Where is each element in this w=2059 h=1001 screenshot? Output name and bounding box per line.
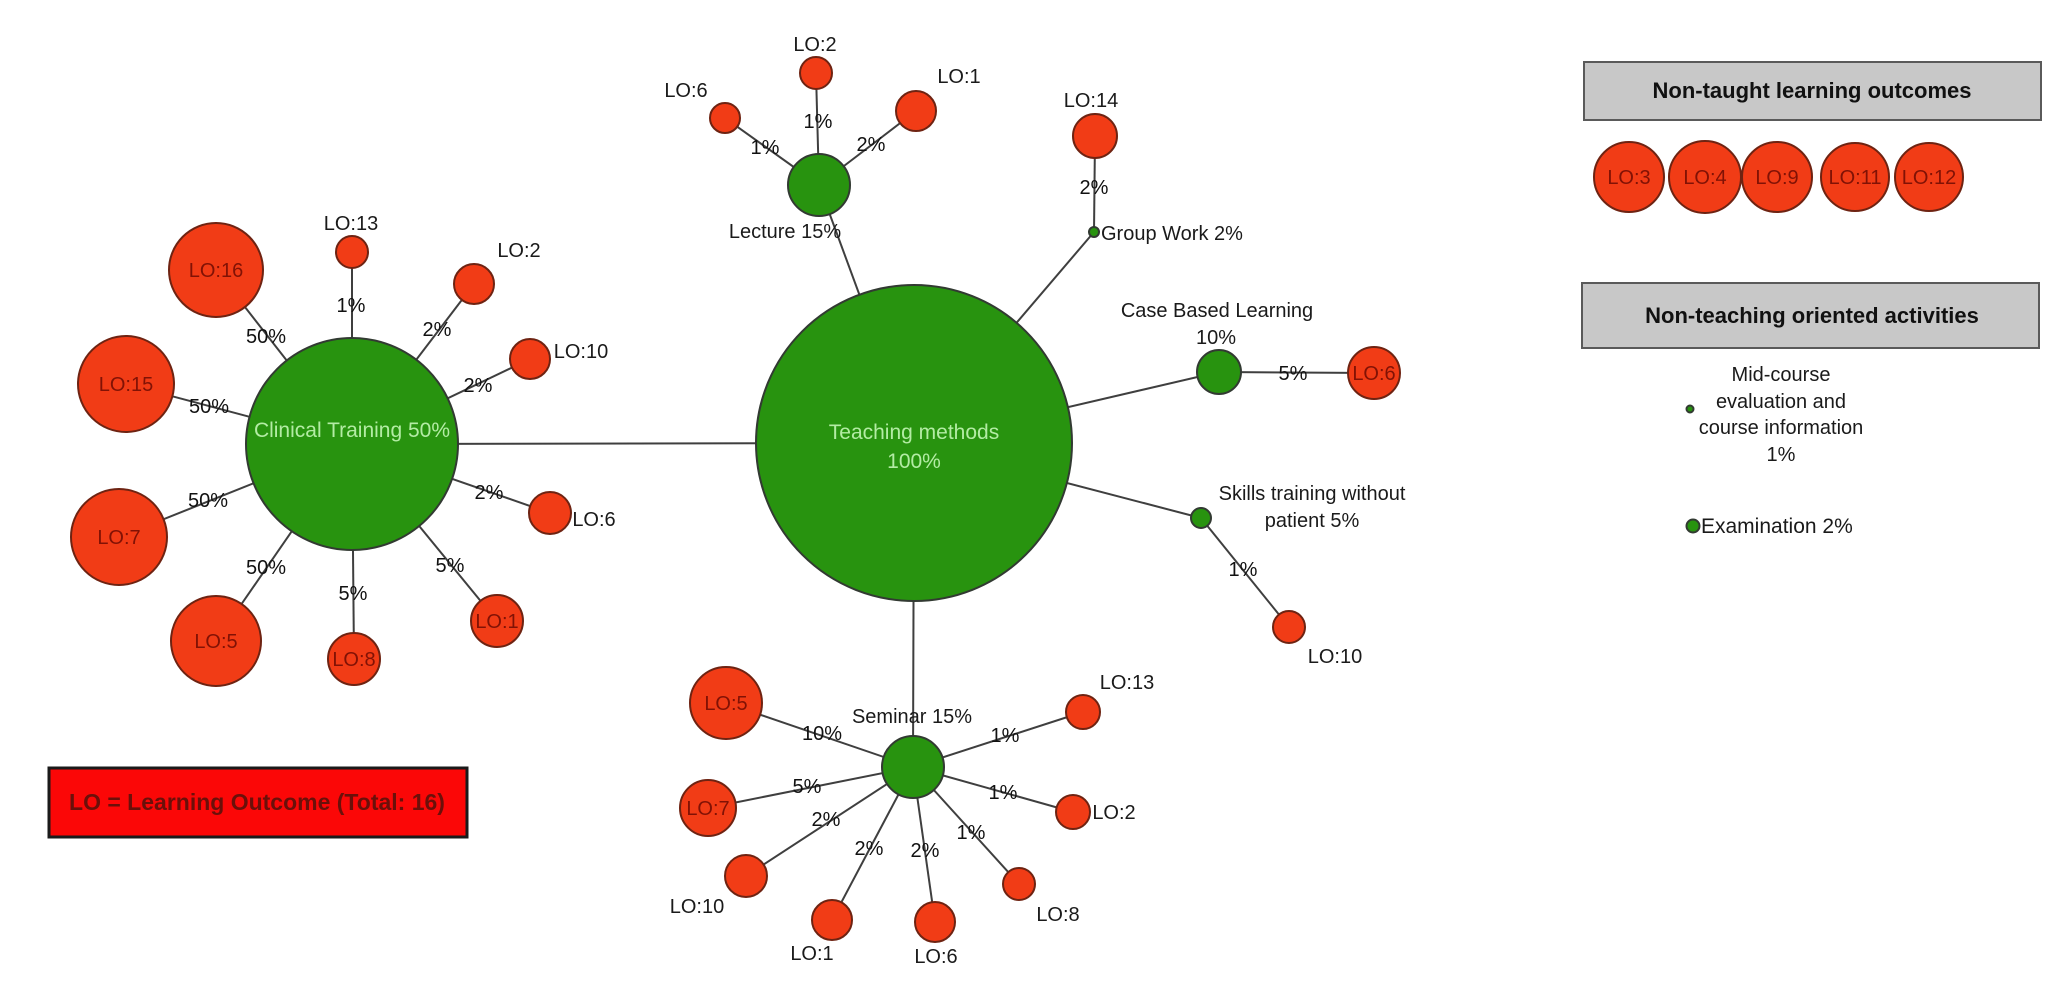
svg-text:LO:8: LO:8 (332, 649, 375, 671)
svg-text:LO:10: LO:10 (1308, 646, 1362, 668)
svg-text:LO:12: LO:12 (1902, 167, 1956, 189)
svg-text:LO:14: LO:14 (1064, 90, 1118, 112)
svg-text:5%: 5% (436, 555, 465, 577)
svg-text:Skills training without: Skills training without (1219, 483, 1406, 505)
svg-text:2%: 2% (423, 319, 452, 341)
svg-text:course information: course information (1699, 417, 1864, 439)
svg-text:2%: 2% (464, 375, 493, 397)
svg-text:LO:5: LO:5 (704, 693, 747, 715)
svg-text:Lecture 15%: Lecture 15% (729, 221, 842, 243)
svg-text:Non-teaching oriented activiti: Non-teaching oriented activities (1645, 303, 1979, 328)
svg-text:Non-taught learning outcomes: Non-taught learning outcomes (1653, 78, 1972, 103)
svg-text:5%: 5% (793, 776, 822, 798)
svg-text:Seminar 15%: Seminar 15% (852, 706, 972, 728)
svg-text:1%: 1% (804, 111, 833, 133)
svg-text:1%: 1% (337, 295, 366, 317)
svg-text:LO:15: LO:15 (99, 374, 153, 396)
svg-text:1%: 1% (751, 137, 780, 159)
svg-text:100%: 100% (887, 450, 941, 473)
svg-text:2%: 2% (911, 840, 940, 862)
svg-text:evaluation and: evaluation and (1716, 391, 1846, 413)
svg-text:LO:2: LO:2 (793, 34, 836, 56)
svg-text:LO:1: LO:1 (937, 66, 980, 88)
svg-text:LO:4: LO:4 (1683, 167, 1726, 189)
svg-text:LO:6: LO:6 (914, 946, 957, 968)
svg-text:1%: 1% (989, 782, 1018, 804)
svg-text:LO:11: LO:11 (1829, 167, 1882, 189)
svg-text:2%: 2% (855, 838, 884, 860)
svg-text:2%: 2% (857, 134, 886, 156)
svg-text:LO:16: LO:16 (189, 260, 243, 282)
svg-text:Teaching methods: Teaching methods (829, 421, 999, 444)
svg-text:50%: 50% (246, 326, 286, 348)
svg-text:Case Based Learning: Case Based Learning (1121, 300, 1313, 322)
svg-text:LO:7: LO:7 (686, 798, 729, 820)
svg-text:LO:6: LO:6 (1352, 363, 1395, 385)
svg-text:LO:6: LO:6 (664, 80, 707, 102)
svg-text:1%: 1% (1229, 559, 1258, 581)
svg-text:LO:1: LO:1 (475, 611, 518, 633)
svg-text:LO:7: LO:7 (97, 527, 140, 549)
svg-text:Group Work 2%: Group Work 2% (1101, 223, 1243, 245)
svg-text:LO:10: LO:10 (670, 896, 724, 918)
svg-text:1%: 1% (1767, 444, 1796, 466)
svg-text:50%: 50% (246, 557, 286, 579)
svg-text:Examination 2%: Examination 2% (1701, 515, 1853, 538)
svg-text:1%: 1% (957, 822, 986, 844)
svg-text:50%: 50% (189, 396, 229, 418)
svg-text:5%: 5% (339, 583, 368, 605)
svg-text:LO:2: LO:2 (1092, 802, 1135, 824)
svg-text:LO:2: LO:2 (497, 240, 540, 262)
svg-text:10%: 10% (802, 723, 842, 745)
svg-text:Clinical Training 50%: Clinical Training 50% (254, 419, 450, 442)
svg-text:LO:13: LO:13 (1100, 672, 1154, 694)
svg-text:1%: 1% (991, 725, 1020, 747)
svg-text:patient 5%: patient 5% (1265, 510, 1360, 532)
svg-text:Mid-course: Mid-course (1732, 364, 1831, 386)
svg-text:LO = Learning Outcome (Total:: LO = Learning Outcome (Total: 16) (69, 789, 445, 815)
svg-text:LO:6: LO:6 (572, 509, 615, 531)
svg-text:2%: 2% (475, 482, 504, 504)
svg-text:50%: 50% (188, 490, 228, 512)
svg-text:10%: 10% (1196, 327, 1236, 349)
svg-text:LO:3: LO:3 (1607, 167, 1650, 189)
svg-text:LO:9: LO:9 (1755, 167, 1798, 189)
svg-text:5%: 5% (1279, 363, 1308, 385)
svg-text:2%: 2% (812, 809, 841, 831)
svg-text:LO:13: LO:13 (324, 213, 378, 235)
svg-text:LO:5: LO:5 (194, 631, 237, 653)
svg-text:LO:8: LO:8 (1036, 904, 1079, 926)
svg-text:LO:10: LO:10 (554, 341, 608, 363)
svg-text:LO:1: LO:1 (790, 943, 833, 965)
svg-text:2%: 2% (1080, 177, 1109, 199)
